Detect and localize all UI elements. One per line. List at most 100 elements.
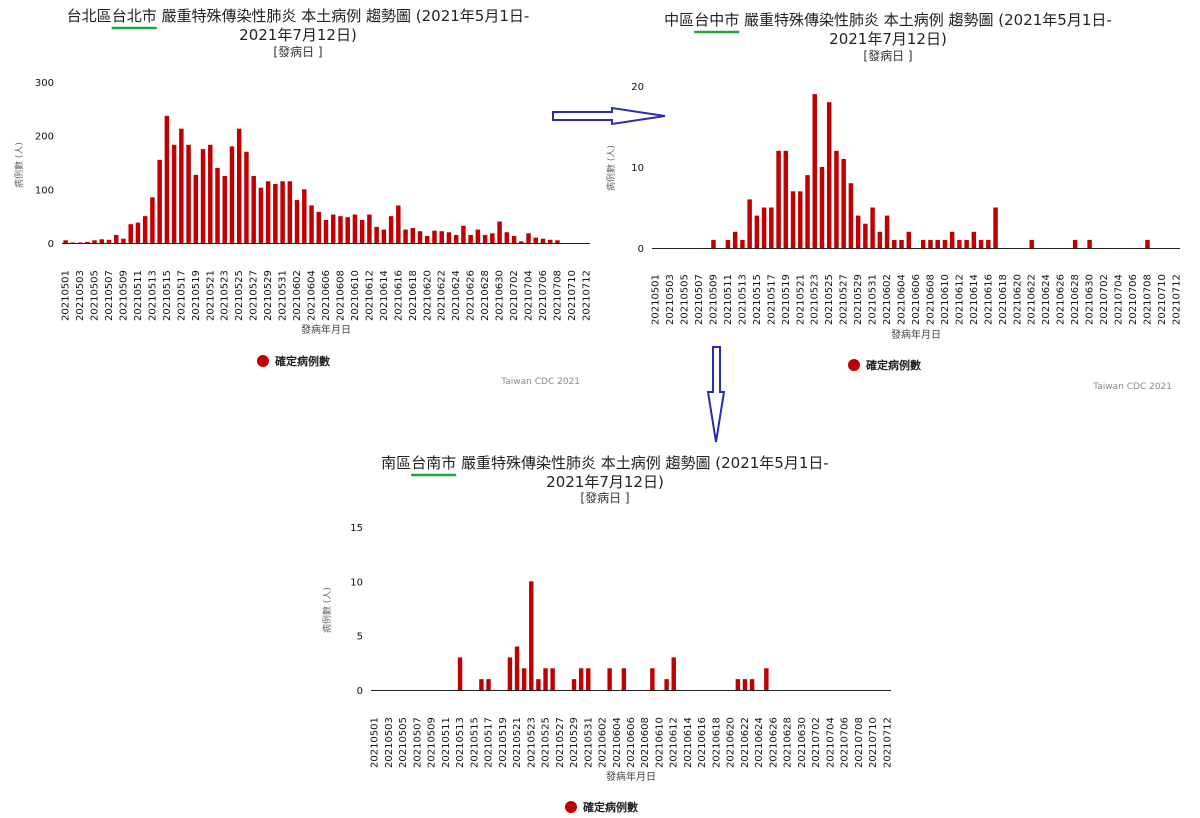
x-tick-label: 20210708 (1142, 274, 1153, 325)
x-tick-label: 20210513 (737, 274, 748, 325)
x-tick-label: 20210606 (626, 717, 637, 768)
bar-20210519 (193, 174, 199, 243)
bar-20210703 (519, 241, 524, 243)
credit-text: Taiwan CDC 2021 (500, 377, 580, 387)
bar-20210609 (345, 217, 350, 243)
x-tick-label: 20210523 (220, 270, 231, 321)
x-tick-label: 20210519 (191, 270, 202, 321)
x-tick-label: 20210513 (147, 270, 158, 321)
bar-20210522 (521, 668, 527, 690)
x-tick-label: 20210704 (524, 270, 535, 321)
bar-20210604 (309, 205, 314, 243)
bar-20210527 (251, 175, 256, 243)
bar-20210513 (457, 657, 463, 690)
x-tick-label: 20210620 (726, 717, 737, 768)
bar-20210531 (870, 207, 875, 248)
bar-20210526 (550, 668, 555, 690)
x-tick-label: 20210628 (480, 270, 491, 321)
credit-text: Taiwan CDC 2021 (1092, 382, 1172, 392)
bar-20210511 (725, 239, 731, 248)
bar-20210603 (607, 668, 612, 690)
bar-20210617 (403, 229, 408, 243)
x-tick-label: 20210608 (925, 274, 936, 325)
y-tick-label: 10 (631, 163, 644, 174)
bar-20210621 (735, 679, 741, 690)
x-tick-label: 20210509 (427, 717, 438, 768)
y-tick-label: 0 (357, 686, 363, 697)
bar-20210530 (863, 223, 868, 248)
x-tick-label: 20210706 (538, 270, 549, 321)
x-tick-label: 20210708 (552, 270, 563, 321)
bar-20210613 (374, 226, 379, 243)
x-tick-label: 20210708 (854, 717, 865, 768)
x-tick-label: 20210614 (683, 717, 694, 768)
x-tick-label: 20210602 (882, 274, 893, 325)
chart-subtitle: [發病日 ] (863, 48, 912, 63)
x-tick-label: 20210507 (412, 717, 423, 768)
bar-20210520 (507, 657, 513, 690)
bar-20210508 (114, 234, 119, 243)
bar-20210623 (446, 232, 452, 243)
bar-20210614 (381, 229, 387, 243)
y-tick-label: 10 (350, 577, 363, 588)
bar-20210529 (855, 215, 861, 248)
bar-20210510 (128, 224, 133, 243)
x-tick-label: 20210624 (1041, 274, 1052, 325)
y-axis-label: 病例數 (人) (321, 587, 333, 633)
x-tick-label: 20210525 (541, 717, 552, 768)
bar-20210513 (150, 197, 155, 243)
bar-20210601 (877, 231, 883, 248)
x-tick-label: 20210618 (998, 274, 1009, 325)
x-tick-label: 20210712 (1171, 274, 1182, 325)
x-tick-label: 20210527 (555, 717, 566, 768)
bar-20210702 (511, 236, 517, 243)
x-tick-label: 20210509 (708, 274, 719, 325)
bar-20210611 (664, 679, 669, 690)
chart-panel-tainan: 南區台南市 嚴重特殊傳染性肺炎 本土病例 趨勢圖 (2021年5月1日-2021… (321, 454, 893, 814)
x-tick-label: 20210618 (408, 270, 419, 321)
bar-20210628 (1072, 239, 1078, 248)
bar-20210527 (841, 158, 846, 248)
x-tick-label: 20210704 (1114, 274, 1125, 325)
x-tick-label: 20210527 (249, 270, 260, 321)
bar-20210705 (533, 237, 538, 243)
x-tick-label: 20210702 (811, 717, 822, 768)
bar-20210612 (367, 214, 372, 243)
bar-20210607 (920, 239, 926, 248)
bar-20210517 (769, 207, 774, 248)
x-tick-label: 20210616 (393, 270, 404, 321)
bar-20210628 (482, 234, 488, 243)
x-tick-label: 20210602 (292, 270, 303, 321)
bar-20210520 (790, 191, 796, 248)
x-tick-label: 20210521 (795, 274, 806, 325)
x-tick-label: 20210624 (451, 270, 462, 321)
chart-title-rest: 嚴重特殊傳染性肺炎 本土病例 趨勢圖 (2021年5月1日- (157, 7, 530, 25)
chart-panel-taipei: 台北區台北市 嚴重特殊傳染性肺炎 本土病例 趨勢圖 (2021年5月1日-202… (13, 7, 592, 387)
bar-20210605 (621, 668, 627, 690)
x-tick-label: 20210702 (509, 270, 520, 321)
x-tick-label: 20210608 (640, 717, 651, 768)
bar-20210622 (742, 679, 748, 690)
bar-20210513 (740, 239, 745, 248)
arrow-down-icon (706, 346, 726, 443)
arrow-right-icon (552, 106, 666, 126)
x-tick-label: 20210521 (512, 717, 523, 768)
bar-20210525 (826, 102, 832, 248)
x-tick-label: 20210710 (567, 270, 578, 321)
x-tick-label: 20210612 (364, 270, 375, 321)
bar-20210517 (486, 679, 491, 690)
bar-20210509 (121, 238, 126, 243)
x-tick-label: 20210523 (810, 274, 821, 325)
bar-20210524 (819, 167, 825, 248)
x-tick-label: 20210624 (754, 717, 765, 768)
x-tick-label: 20210606 (911, 274, 922, 325)
x-tick-label: 20210521 (205, 270, 216, 321)
x-tick-label: 20210626 (768, 717, 779, 768)
bar-20210524 (536, 679, 541, 690)
bar-20210521 (798, 191, 803, 248)
chart-title-region: 南區 (381, 454, 411, 472)
x-tick-label: 20210527 (839, 274, 850, 325)
bar-20210502 (70, 242, 76, 243)
bar-20210515 (164, 115, 170, 243)
bar-20210509 (711, 239, 716, 248)
